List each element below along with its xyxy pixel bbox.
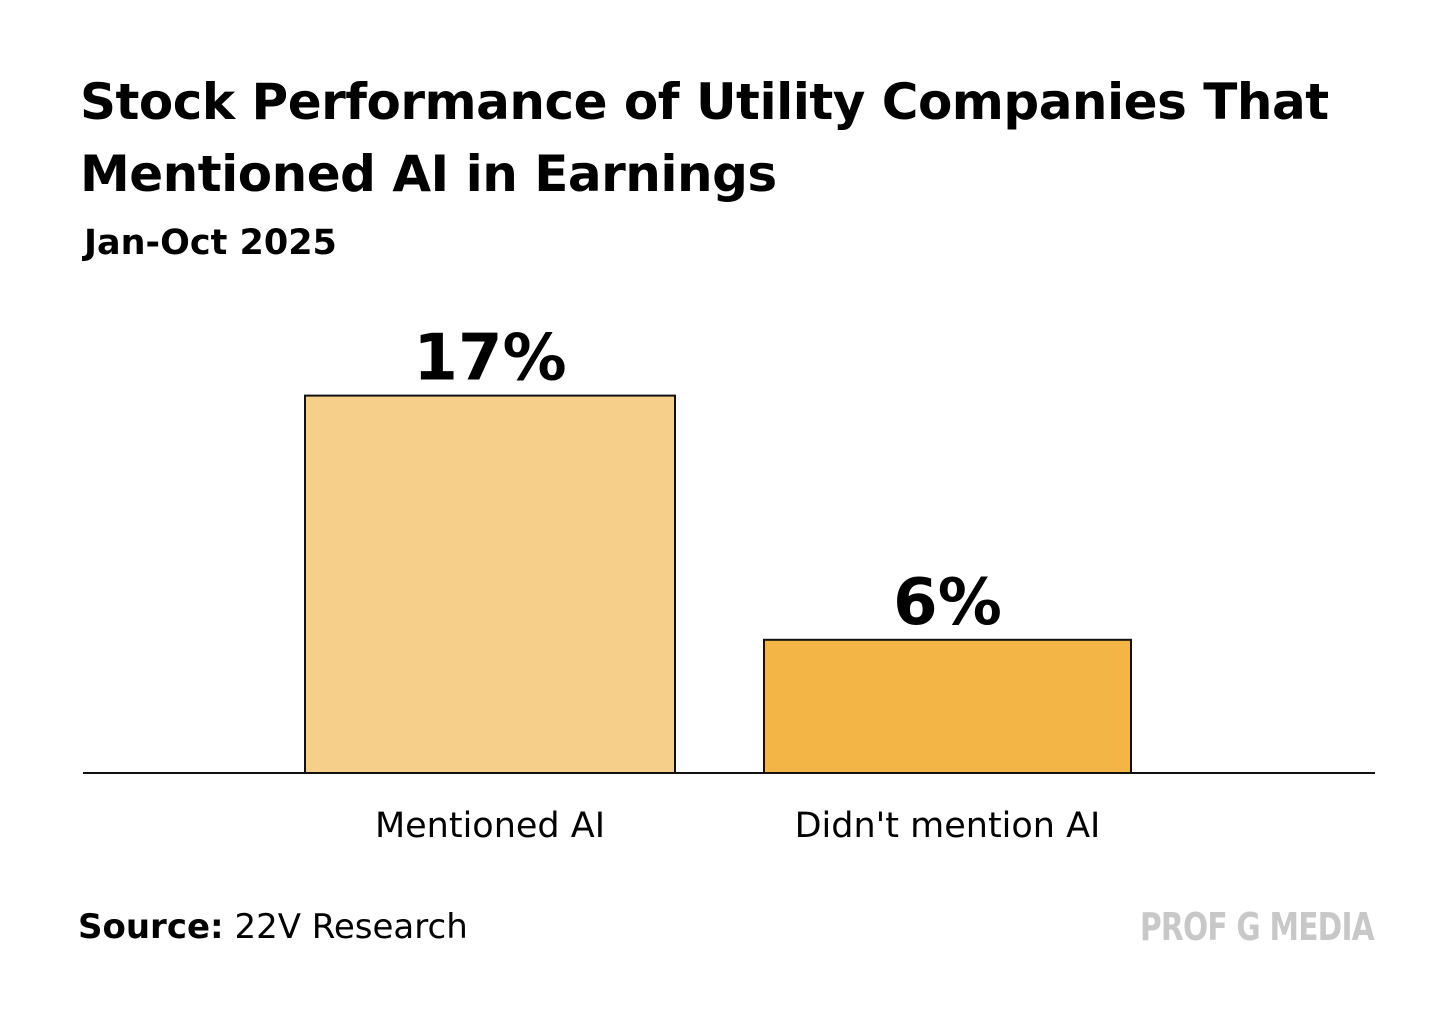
chart-subtitle: Jan-Oct 2025: [84, 223, 337, 263]
source-label: Source:: [78, 907, 224, 947]
category-label: Didn't mention AI: [795, 806, 1101, 846]
bar-value-label: 17%: [413, 322, 566, 396]
brand-logo: PROF G MEDIA: [1140, 905, 1375, 949]
source-note: Source: 22V Research: [78, 904, 468, 950]
category-label: Mentioned AI: [375, 806, 605, 846]
bar-didn-t-mention-ai: [763, 638, 1132, 774]
bar-mentioned-ai: [304, 394, 676, 774]
source-text: 22V Research: [234, 907, 468, 947]
bar-value-label: 6%: [893, 566, 1002, 640]
chart-title: Stock Performance of Utility Companies T…: [80, 73, 1329, 203]
